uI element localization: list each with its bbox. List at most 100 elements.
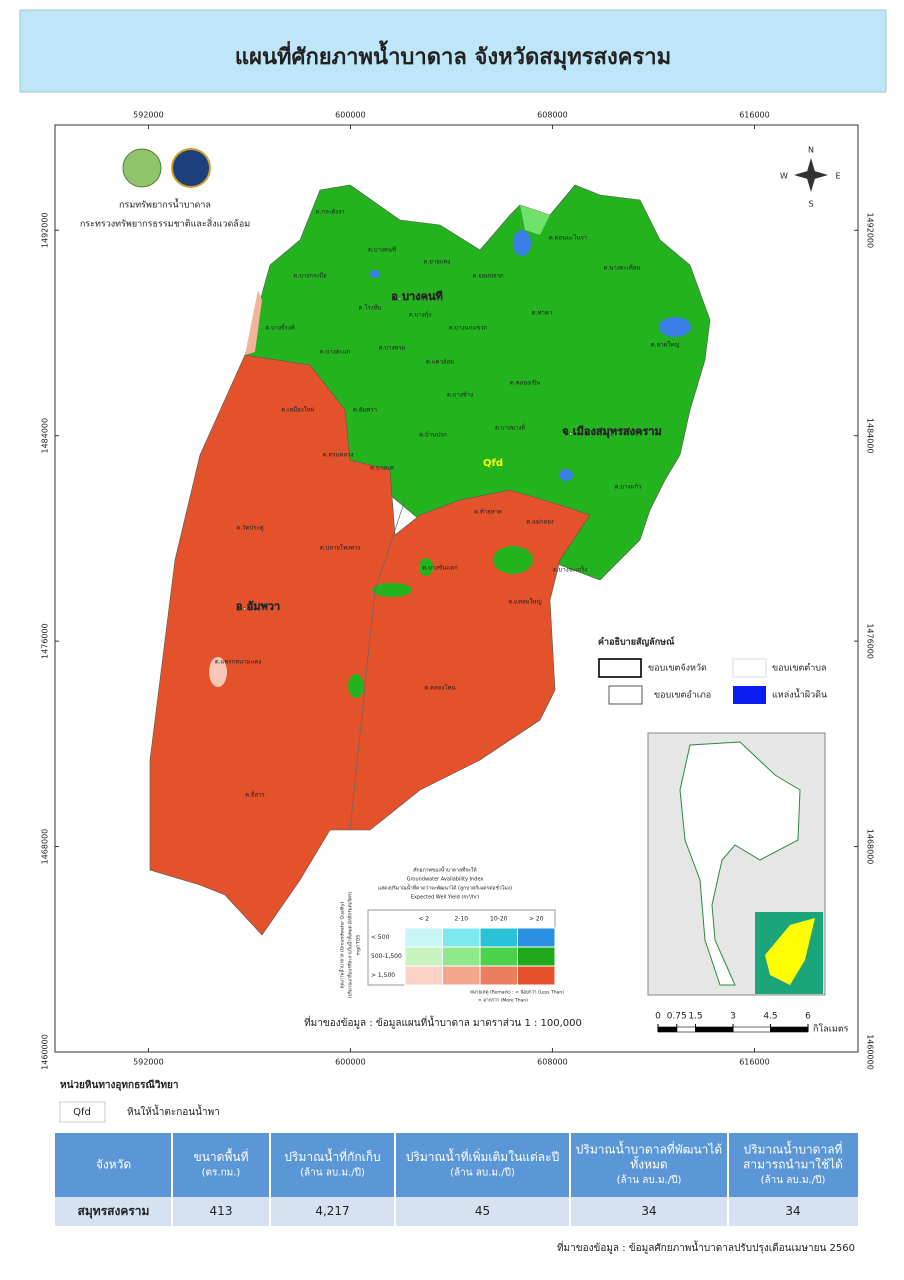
- y-tick-label: 1476000: [41, 623, 50, 659]
- scale-label: 3: [730, 1012, 736, 1022]
- table-row-bg: [55, 1197, 858, 1226]
- index-note: หมายเหตุ (Remark) : < น้อยกว่า (Less Tha…: [470, 990, 564, 996]
- index-cell: [479, 946, 518, 967]
- subdistrict-label: ต.บางสะแก: [320, 349, 351, 356]
- subdistrict-label: ต.แหลมใหญ่: [508, 598, 541, 606]
- subdistrict-label: ต.ยี่สาร: [245, 791, 265, 799]
- compass-letter: E: [835, 172, 840, 181]
- table-header: ปริมาณน้ำที่เพิ่มเติมในแต่ละปี: [406, 1148, 559, 1164]
- table-header: สามารถนำมาใช้ได้: [743, 1158, 843, 1172]
- table-header: ปริมาณน้ำบาดาลที่: [744, 1141, 843, 1157]
- y-tick-label: 1460000: [41, 1034, 50, 1070]
- index-cell: [517, 946, 556, 967]
- header-band: [19, 9, 887, 93]
- subdistrict-label: ต.บางยี่รงค์: [265, 324, 295, 332]
- map-source: ที่มาของข้อมูล : ข้อมูลแผนที่น้ำบาดาล มา…: [304, 1015, 582, 1029]
- y-tick-label: 1476000: [866, 623, 875, 659]
- index-cell: [479, 965, 518, 986]
- subdistrict-label: ต.ดอนมะโนรา: [549, 234, 588, 242]
- table-header: (ตร.กม.): [202, 1168, 241, 1179]
- index-row: > 1,500: [371, 972, 395, 979]
- x-tick-label: 592000: [133, 111, 164, 120]
- table-header-bg: [55, 1133, 858, 1197]
- subdistrict-label: ต.บ้านปรก: [419, 432, 447, 439]
- index-side: คุณภาพน้ำบาดาล (Groundwater Quality): [339, 901, 346, 988]
- inset-map: [647, 732, 826, 996]
- subdistrict-label: ต.บางกุ้ง: [409, 312, 432, 319]
- subdistrict-label: ต.ท่าคา: [532, 310, 553, 317]
- subdistrict-label: ต.บางแค: [370, 465, 394, 472]
- table-cell: 34: [785, 1204, 800, 1218]
- y-tick-label: 1460000: [866, 1034, 875, 1070]
- index-cell: [404, 946, 443, 967]
- index-row: 500-1,500: [371, 953, 402, 960]
- index-cell: [479, 927, 518, 948]
- subdistrict-label: ต.แพรกหนามแดง: [215, 659, 262, 666]
- y-tick-label: 1484000: [866, 418, 875, 454]
- scale-label: 4.5: [763, 1012, 777, 1022]
- scale-label: 0.75: [667, 1012, 687, 1022]
- district-label: อ.อัมพวา: [236, 600, 280, 613]
- y-tick-label: 1492000: [41, 212, 50, 248]
- subdistrict-label: ต.ท้ายหาด: [474, 509, 502, 516]
- index-title: แสดงปริมาณน้ำที่คาดว่าจะพัฒนาได้ (ลูกบาศ…: [378, 883, 512, 892]
- x-tick-label: 616000: [739, 1058, 770, 1067]
- compass-letter: N: [808, 146, 814, 155]
- index-row: < 500: [371, 934, 390, 941]
- index-cell: [517, 927, 556, 948]
- scale-segment: [770, 1026, 809, 1033]
- table-header: ปริมาณน้ำที่กักเก็บ: [284, 1148, 380, 1164]
- compass-letter: W: [780, 172, 788, 181]
- index-cell: [404, 927, 443, 948]
- subdistrict-label: ต.อัมพวา: [353, 407, 377, 414]
- legend-water-swatch: [733, 686, 766, 704]
- agency-name: กรมทรัพยากรน้ำบาดาล: [119, 198, 211, 211]
- index-cell: [442, 946, 481, 967]
- legend-item: แหล่งน้ำผิวดิน: [772, 688, 827, 701]
- index-column: > 20: [529, 916, 544, 923]
- legend-item: ขอบเขตตำบล: [772, 663, 826, 674]
- subdistrict-label: ต.โรงหีบ: [359, 304, 382, 312]
- compass-rose: [794, 158, 828, 192]
- y-tick-label: 1468000: [41, 829, 50, 865]
- subdistrict-label: ต.แควอ้อม: [426, 359, 454, 366]
- table-cell: 34: [641, 1204, 656, 1218]
- district-label: จ.เมืองสมุทรสงคราม: [562, 425, 662, 439]
- subdistrict-label: ต.จอมปลวก: [472, 273, 504, 280]
- index-cell: [442, 965, 481, 986]
- geology-title: หน่วยหินทางอุทกธรณีวิทยา: [60, 1079, 179, 1091]
- y-tick-label: 1484000: [41, 418, 50, 454]
- subdistrict-label: ต.แม่กลอง: [526, 519, 554, 526]
- subdistrict-label: ต.ยายแพง: [424, 259, 451, 266]
- subdistrict-label: ต.กระดังงา: [315, 209, 344, 216]
- scale-label: 1.5: [688, 1012, 702, 1022]
- y-tick-label: 1492000: [866, 212, 875, 248]
- table-header: จังหวัด: [96, 1158, 131, 1172]
- index-column: < 2: [418, 916, 429, 923]
- index-column: 10-20: [490, 916, 508, 923]
- subdistrict-label: ต.บางคนที: [368, 246, 396, 254]
- geology-swatch: [59, 1101, 106, 1123]
- ministry-name: กระทรวงทรัพยากรธรรมชาติและสิ่งแวดล้อม: [80, 217, 250, 230]
- emblems: [122, 148, 211, 188]
- subdistrict-label: ต.ลาดใหญ่: [651, 341, 680, 349]
- index-side: (ปริมาณเกลือแร่ที่ละลายในน้ำทั้งหมด มิลล…: [347, 892, 354, 998]
- index-cell: [442, 927, 481, 948]
- index-cell: [517, 965, 556, 986]
- province: [149, 184, 711, 936]
- index-cell: [404, 965, 443, 986]
- scale-segment: [657, 1026, 678, 1033]
- index-side: mg/l TDS: [356, 935, 362, 956]
- subdistrict-label: ต.บางนกแขวก: [449, 325, 488, 332]
- subdistrict-label: ต.บางกระบือ: [293, 272, 327, 280]
- table-header: (ล้าน ลบ.ม./ปี): [450, 1167, 515, 1179]
- subdistrict-label: ต.บางช้าง: [447, 392, 473, 399]
- subdistrict-label: ต.บางขันแตก: [422, 565, 458, 572]
- subdistrict-label: ต.บางแก้ว: [615, 484, 642, 491]
- table-cell: 45: [475, 1204, 490, 1218]
- subdistrict-label: ต.สวนหลวง: [323, 452, 354, 459]
- subdistrict-label: ต.บางจะเกร็ง: [553, 565, 588, 574]
- scale-label: 0: [655, 1012, 661, 1022]
- footer-source: ที่มาของข้อมูล : ข้อมูลศักยภาพน้ำบาดาลปร…: [557, 1240, 855, 1254]
- scale-segment: [732, 1026, 771, 1033]
